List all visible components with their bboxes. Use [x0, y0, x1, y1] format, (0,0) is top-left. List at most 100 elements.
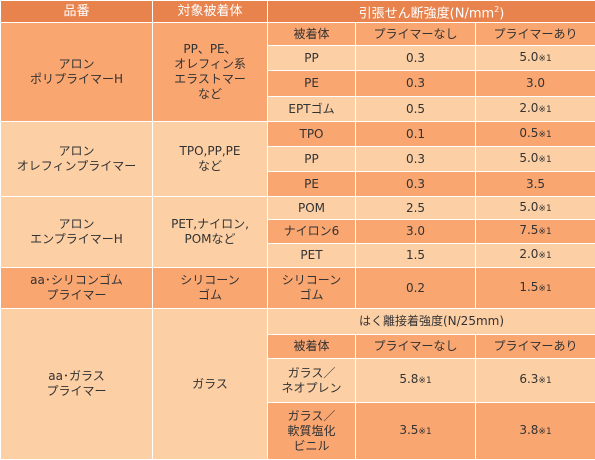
value: 6.3 [519, 372, 538, 386]
substrate-cell: TPO,PP,PE など [153, 122, 268, 197]
substrate-cell: ガラス [153, 309, 268, 460]
value-cell: 2.5 [356, 197, 476, 220]
note: ※1 [418, 427, 431, 437]
value-cell: 0.5 [356, 97, 476, 122]
substrate-name: POM [268, 197, 356, 220]
subtitle-cell: はく離接着強度(N/25mm) [268, 309, 595, 335]
column-header: プライマーあり [476, 23, 595, 46]
note: ※1 [538, 284, 551, 294]
value-cell: 0.2 [356, 268, 476, 309]
note: ※1 [538, 251, 551, 261]
substrate-cell: シリコーン ゴム [153, 268, 268, 309]
value-cell: 3.5 [476, 172, 595, 197]
value-cell: 7.5※1 [476, 220, 595, 244]
substrate-name: PET [268, 244, 356, 268]
product-cell: アロン オレフィンプライマー [1, 122, 153, 197]
header-text: ) [499, 6, 504, 21]
value-cell: 5.8※1 [356, 359, 476, 403]
value: 2.0 [519, 101, 538, 115]
header-row: 品番 対象被着体 引張せん断強度(N/mm2) [1, 1, 595, 23]
value-cell: 6.3※1 [476, 359, 595, 403]
column-header: プライマーなし [356, 335, 476, 359]
note: ※1 [538, 376, 551, 386]
substrate-name: PP [268, 147, 356, 172]
value: 3.8 [519, 423, 538, 437]
value: 1.5 [406, 248, 425, 262]
header-cell: 対象被着体 [153, 1, 268, 23]
note: ※1 [538, 54, 551, 64]
header-text: 引張せん断強度(N/mm [359, 6, 495, 21]
header-cell: 引張せん断強度(N/mm2) [268, 1, 595, 23]
substrate-name: ナイロン6 [268, 220, 356, 244]
value: 3.5 [399, 423, 418, 437]
column-header: プライマーあり [476, 335, 595, 359]
value-cell: 0.3 [356, 46, 476, 71]
value-cell: 3.5※1 [356, 403, 476, 460]
note: ※1 [538, 204, 551, 214]
product-cell: アロン ポリプライマーH [1, 23, 153, 122]
value-cell: 0.3 [356, 172, 476, 197]
value-cell: 0.5※1 [476, 122, 595, 147]
substrate-name: EPTゴム [268, 97, 356, 122]
value: 0.3 [406, 177, 425, 191]
note: ※1 [538, 227, 551, 237]
column-header: プライマーなし [356, 23, 476, 46]
value: 5.0 [519, 151, 538, 165]
substrate-name: TPO [268, 122, 356, 147]
value-cell: 0.3 [356, 71, 476, 97]
note: ※1 [538, 155, 551, 165]
substrate-name: PP [268, 46, 356, 71]
value-cell: 0.3 [356, 147, 476, 172]
value-cell: 5.0※1 [476, 46, 595, 71]
header-cell: 品番 [1, 1, 153, 23]
note: ※1 [418, 376, 431, 386]
value-cell: 1.5※1 [476, 268, 595, 309]
substrate-cell: PP、PE、 オレフィン系 エラストマー など [153, 23, 268, 122]
substrate-cell: PET,ナイロン, POMなど [153, 197, 268, 268]
value-cell: 3.8※1 [476, 403, 595, 460]
substrate-name: シリコーン ゴム [268, 268, 356, 309]
value-cell: 2.0※1 [476, 97, 595, 122]
column-header: 被着体 [268, 23, 356, 46]
value: 2.0 [519, 247, 538, 261]
note: ※1 [538, 130, 551, 140]
substrate-name: PE [268, 71, 356, 97]
product-cell: アロン エンプライマーH [1, 197, 153, 268]
value-cell: 3.0 [476, 71, 595, 97]
value: 0.2 [406, 281, 425, 295]
value: 3.0 [526, 76, 545, 90]
value-cell: 0.1 [356, 122, 476, 147]
product-cell: aa･ガラス プライマー [1, 309, 153, 460]
value-cell: 5.0※1 [476, 197, 595, 220]
value: 0.5 [406, 102, 425, 116]
value: 0.3 [406, 51, 425, 65]
value: 0.5 [519, 126, 538, 140]
note: ※1 [538, 105, 551, 115]
value: 3.0 [406, 224, 425, 238]
value: 0.1 [406, 127, 425, 141]
table-row: aa･ガラス プライマーガラスはく離接着強度(N/25mm) [1, 309, 595, 335]
value: 5.0 [519, 50, 538, 64]
value-cell: 2.0※1 [476, 244, 595, 268]
substrate-name: PE [268, 172, 356, 197]
value: 7.5 [519, 223, 538, 237]
value: 0.3 [406, 152, 425, 166]
substrate-name: ガラス／ ネオプレン [268, 359, 356, 403]
substrate-name: ガラス／ 軟質塩化 ビニル [268, 403, 356, 460]
value: 5.8 [399, 372, 418, 386]
value-cell: 1.5 [356, 244, 476, 268]
value: 2.5 [406, 201, 425, 215]
value-cell: 5.0※1 [476, 147, 595, 172]
value: 0.3 [406, 76, 425, 90]
value: 1.5 [519, 280, 538, 294]
column-header: 被着体 [268, 335, 356, 359]
note: ※1 [538, 427, 551, 437]
value: 5.0 [519, 200, 538, 214]
value: 3.5 [526, 177, 545, 191]
product-cell: aa･シリコンゴム プライマー [1, 268, 153, 309]
